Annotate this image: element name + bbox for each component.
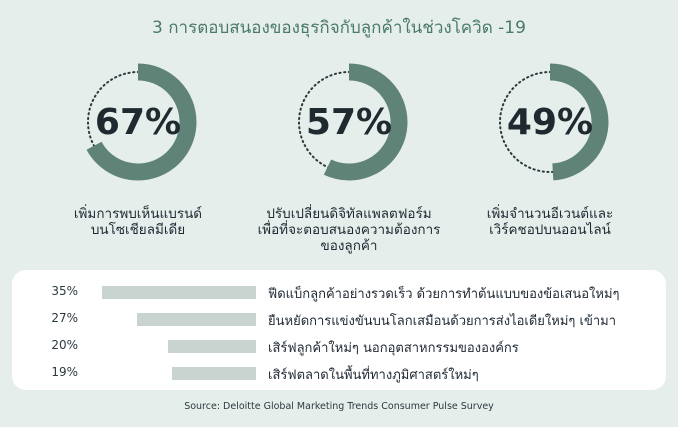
bar-fill-3: [168, 340, 256, 353]
source-note: Source: Deloitte Global Marketing Trends…: [184, 401, 494, 412]
stat-caption-2-line-2: เพื่อที่จะตอบสนองความต้องการ: [257, 222, 441, 238]
bar-track-1: [80, 286, 256, 299]
donut-arc-1: [79, 63, 197, 181]
donut-chart-3: 49%: [490, 62, 610, 182]
donut-graphic-3: [491, 63, 609, 181]
donut-arc-3: [491, 63, 609, 181]
donut-percent-1: 67%: [94, 101, 182, 143]
bar-row-2: 27% ยืนหยัดการแข่งขันบนโลกเสมือนด้วยการส…: [12, 308, 666, 330]
bar-track-3: [80, 340, 256, 353]
donut-arc-2: [290, 63, 408, 181]
donut-chart-1: 67%: [78, 62, 198, 182]
bar-percent-2: 27%: [51, 311, 78, 325]
stat-caption-1: เพิ่มการพบเห็นแบรนด์ บนโซเชียลมีเดีย: [38, 206, 238, 238]
bar-list-panel: 35% ฟีดแบ็กลูกค้าอย่างรวดเร็ว ด้วยการทำต…: [12, 270, 666, 390]
stat-caption-1-line-2: บนโซเชียลมีเดีย: [90, 222, 186, 238]
donut-percent-2: 57%: [305, 101, 393, 143]
donut-graphic-1: [79, 63, 197, 181]
bar-row-1: 35% ฟีดแบ็กลูกค้าอย่างรวดเร็ว ด้วยการทำต…: [12, 281, 666, 303]
bar-fill-1: [102, 286, 256, 299]
bar-track-4: [80, 367, 256, 380]
donut-chart-2: 57%: [289, 62, 409, 182]
bar-percent-3: 20%: [51, 338, 78, 352]
stat-caption-2-line-3: ของลูกค้า: [320, 238, 378, 254]
bar-label-2: ยืนหยัดการแข่งขันบนโลกเสมือนด้วยการส่งไอ…: [268, 314, 617, 329]
bar-row-4: 19% เสิร์ฟตลาดในพื้นที่ทางภูมิศาสตร์ใหม่…: [12, 362, 666, 384]
bar-label-1: ฟีดแบ็กลูกค้าอย่างรวดเร็ว ด้วยการทำต้นแบ…: [268, 287, 620, 302]
bar-percent-1: 35%: [51, 284, 78, 298]
stat-caption-3: เพิ่มจำนวนอีเวนต์และ เวิร์คชอปบนออนไลน์: [450, 206, 650, 238]
stat-caption-2-line-1: ปรับเปลี่ยนดิจิทัลแพลตฟอร์ม: [266, 206, 432, 222]
page-title: 3 การตอบสนองของธุรกิจกับลูกค้าในช่วงโควิ…: [152, 18, 526, 38]
bar-row-3: 20% เสิร์ฟลูกค้าใหม่ๆ นอกอุตสาหกรรมขององ…: [12, 335, 666, 357]
donut-graphic-2: [290, 63, 408, 181]
bar-fill-2: [137, 313, 256, 326]
donut-percent-3: 49%: [506, 101, 594, 143]
bar-label-4: เสิร์ฟตลาดในพื้นที่ทางภูมิศาสตร์ใหม่ๆ: [268, 368, 479, 383]
bar-label-3: เสิร์ฟลูกค้าใหม่ๆ นอกอุตสาหกรรมขององค์กร: [268, 341, 519, 356]
bar-percent-4: 19%: [51, 365, 78, 379]
stat-caption-3-line-1: เพิ่มจำนวนอีเวนต์และ: [486, 206, 614, 222]
bar-fill-4: [172, 367, 256, 380]
stat-caption-1-line-1: เพิ่มการพบเห็นแบรนด์: [73, 206, 203, 222]
stat-caption-3-line-2: เวิร์คชอปบนออนไลน์: [489, 222, 611, 238]
stat-caption-2: ปรับเปลี่ยนดิจิทัลแพลตฟอร์ม เพื่อที่จะตอ…: [249, 206, 449, 254]
bar-track-2: [80, 313, 256, 326]
